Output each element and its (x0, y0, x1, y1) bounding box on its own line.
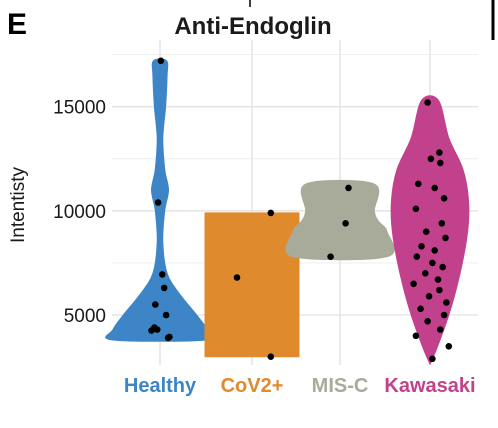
y-tick-label: 15000 (53, 98, 106, 119)
data-point (162, 311, 170, 319)
data-point (440, 311, 448, 319)
category-label-healthy: Healthy (124, 375, 197, 397)
data-point (148, 327, 155, 334)
data-point (431, 247, 439, 254)
data-point (345, 184, 352, 192)
data-point (154, 199, 162, 206)
category-label-mis-c: MIS-C (312, 375, 369, 397)
data-point (422, 228, 430, 235)
y-tick-label: 5000 (64, 306, 106, 327)
data-point (427, 155, 435, 163)
data-point (417, 305, 424, 313)
data-point (424, 99, 431, 106)
chart-title: Anti-Endoglin (174, 13, 331, 40)
data-point (440, 195, 448, 202)
data-point (424, 318, 431, 325)
data-point (166, 333, 173, 341)
data-point (267, 209, 275, 217)
category-label-kawasaki: Kawasaki (384, 375, 475, 397)
data-point (437, 159, 444, 167)
data-point (412, 205, 420, 213)
data-point (413, 253, 421, 260)
data-point (153, 326, 161, 333)
data-point (442, 234, 449, 242)
data-point (410, 280, 417, 288)
violin-cov2- (204, 212, 300, 358)
data-point (160, 284, 168, 292)
x-axis-categories: Healthy CoV2+ MIS-C Kawasaki (124, 375, 476, 397)
data-point (429, 259, 436, 267)
y-tick-label: 10000 (53, 202, 106, 223)
data-point (436, 149, 443, 156)
data-point (415, 180, 422, 188)
data-point (437, 326, 444, 333)
violin-kawasaki (390, 95, 470, 365)
data-point (412, 332, 420, 340)
data-point (233, 274, 241, 281)
violin-mis-c (285, 179, 395, 261)
panel-letter: E (7, 8, 27, 41)
data-point (425, 293, 433, 300)
data-point (429, 355, 436, 363)
data-point (445, 343, 453, 350)
data-point (443, 299, 450, 306)
data-point (418, 243, 425, 250)
data-point (157, 57, 165, 65)
y-axis-label: Intentisty (8, 166, 29, 243)
data-points (148, 57, 453, 363)
category-label-cov2-: CoV2+ (221, 375, 284, 397)
data-point (434, 276, 442, 283)
data-point (327, 253, 334, 260)
data-point (436, 286, 443, 294)
data-point (439, 263, 447, 271)
data-point (159, 271, 166, 278)
data-point (431, 184, 439, 192)
data-point (438, 220, 446, 227)
y-axis-ticks: 5000 10000 15000 (53, 98, 106, 327)
data-point (342, 220, 349, 227)
data-point (267, 353, 275, 361)
data-point (152, 301, 159, 308)
data-point (422, 270, 429, 277)
